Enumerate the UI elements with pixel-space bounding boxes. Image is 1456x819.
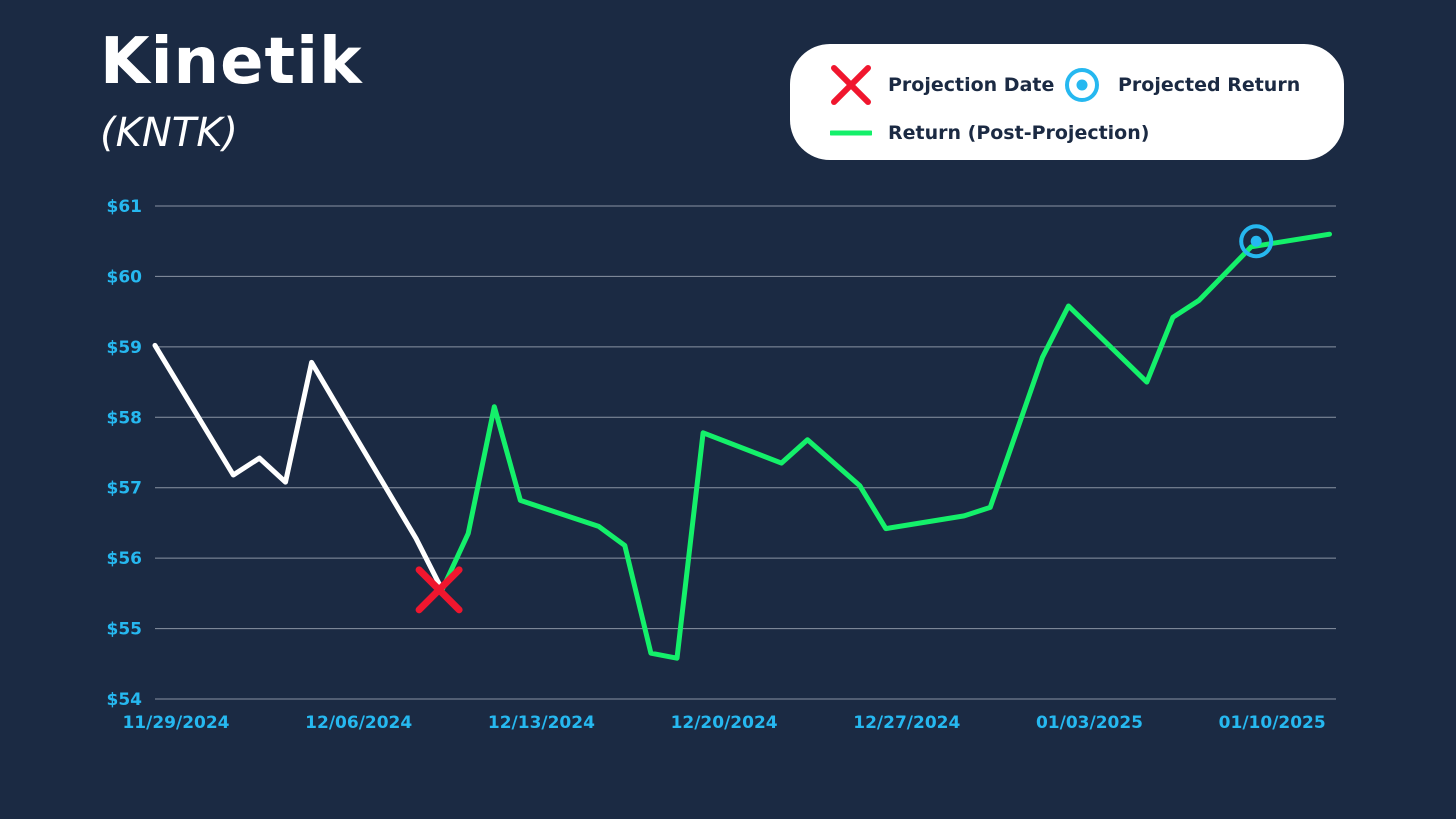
- legend-label-projection-date: Projection Date: [888, 74, 1055, 96]
- legend-projection-date: Projection Date: [830, 64, 1054, 106]
- x-tick-label: 01/03/2025: [1036, 713, 1143, 733]
- series-lines: [152, 231, 1332, 661]
- x-tick-label: 12/13/2024: [488, 713, 595, 733]
- chart-title: Kinetik: [100, 25, 363, 99]
- series-line-post-projection: [439, 231, 1332, 661]
- x-marker-icon: [831, 65, 871, 105]
- projected-return-ring: [1239, 224, 1274, 259]
- legend-label-projected-return: Projected Return: [1118, 74, 1301, 96]
- x-tick-label: 12/27/2024: [853, 713, 960, 733]
- projected-return-dot: [1250, 235, 1262, 247]
- target-circle-icon: [1065, 68, 1099, 102]
- y-tick-label: $58: [107, 408, 143, 428]
- y-tick-label: $60: [107, 267, 143, 287]
- x-tick-label: 12/20/2024: [671, 713, 778, 733]
- y-tick-label: $61: [107, 197, 143, 217]
- grid-lines: [155, 205, 1336, 700]
- x-axis-ticks: 11/29/2024 12/06/2024 12/13/2024 12/20/2024…: [122, 713, 1325, 733]
- legend-projected-return: Projected Return: [1062, 64, 1300, 106]
- x-tick-label: 11/29/2024: [122, 713, 229, 733]
- series-line-pre-projection: [152, 342, 445, 593]
- x-tick-label: 01/10/2025: [1219, 713, 1326, 733]
- chart-legend: Projection Date Projected Return Return …: [790, 44, 1344, 160]
- projection-marker-stroke: [415, 566, 463, 614]
- y-tick-label: $55: [107, 620, 143, 640]
- ticker-symbol: (KNTK): [100, 110, 239, 156]
- x-tick-label: 12/06/2024: [305, 713, 412, 733]
- y-axis-ticks: $61 $60 $59 $58 $57 $56 $55 $54: [107, 197, 143, 710]
- y-tick-label: $59: [107, 338, 143, 358]
- y-tick-label: $57: [107, 479, 143, 499]
- chart-markers: [415, 224, 1274, 614]
- legend-return-post: Return (Post-Projection): [830, 118, 1149, 148]
- line-swatch-icon: [830, 130, 872, 136]
- y-tick-label: $56: [107, 549, 143, 569]
- projected-return-marker: [1239, 224, 1274, 259]
- projection-date-marker: [415, 566, 463, 614]
- legend-label-return-post: Return (Post-Projection): [888, 122, 1150, 144]
- y-tick-label: $54: [107, 690, 143, 710]
